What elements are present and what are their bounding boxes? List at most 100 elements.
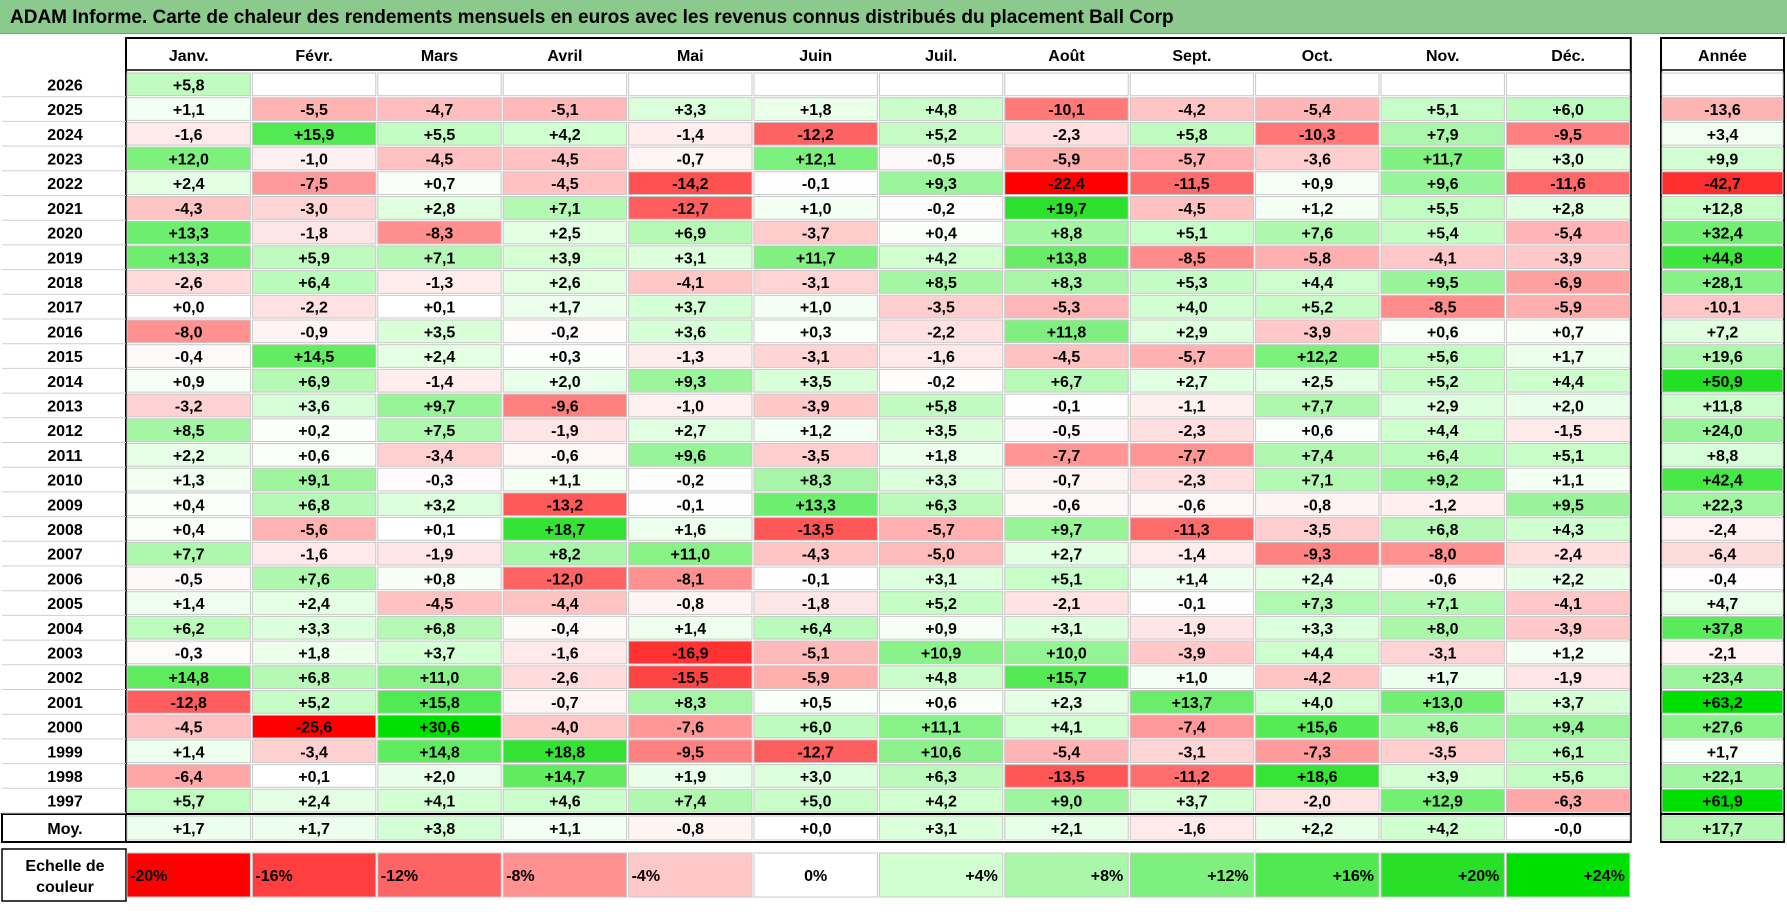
heatmap-cell [251,764,377,788]
scale-swatch [251,852,377,898]
heatmap-cell-value: +2,7 [1051,547,1083,564]
heatmap-cell-value: +11,8 [1047,324,1087,341]
heatmap-cell [628,739,753,764]
heatmap-cell-value: -5,0 [927,547,955,564]
heatmap-cell [878,220,1004,245]
heatmap-cell-value: -5,3 [1053,300,1081,317]
heatmap-cell [1129,517,1255,541]
heatmap-cell-value: -7,3 [1304,744,1332,761]
heatmap-cell [1004,270,1129,294]
heatmap-cell-value: +3,5 [800,374,832,391]
heatmap-cell [377,245,502,270]
heatmap-cell [628,220,753,245]
heatmap-cell-value: -3,2 [175,398,203,415]
heatmap-cell-value: -5,1 [551,102,579,119]
heatmap-cell-value: +8,6 [1427,720,1459,737]
average-cell-value: +0,0 [800,821,832,838]
average-cell [502,815,628,841]
heatmap-cell-value: +7,4 [1302,448,1334,465]
heatmap-cell-value: +8,5 [173,423,205,440]
month-header: Févr. [295,48,332,65]
heatmap-cell-value: +9,1 [298,473,330,490]
heatmap-cell-value: +5,9 [298,250,330,267]
heatmap-cell [753,640,878,665]
month-grid-frame [125,37,1632,843]
heatmap-cell-value: +0,7 [1552,324,1584,341]
heatmap-cell-value: -13,2 [547,497,584,514]
report-title: ADAM Informe. Carte de chaleur des rende… [10,7,1174,28]
heatmap-cell-value: +5,2 [925,596,957,613]
heatmap-cell [878,492,1004,517]
heatmap-cell-value: -0,9 [300,324,328,341]
heatmap-cell [628,171,753,196]
heatmap-cell [126,615,251,640]
heatmap-cell-value: +2,9 [1427,398,1459,415]
heatmap-cell-value: -1,9 [1554,670,1582,687]
heatmap-cell-value: +3,0 [1552,151,1584,168]
heatmap-cell-value: -9,5 [677,744,705,761]
annual-cell [1661,121,1784,146]
heatmap-cell [1380,220,1505,245]
heatmap-cell-value: +5,2 [925,127,957,144]
heatmap-cell-value: -12,2 [797,127,834,144]
row-year-label: 1997 [47,794,83,811]
heatmap-cell [377,665,502,689]
heatmap-cell [1255,492,1380,517]
heatmap-cell-value: -0,6 [1053,497,1081,514]
heatmap-cell [878,443,1004,467]
heatmap-cell [1380,714,1505,739]
heatmap-cell-value: +12,2 [1297,349,1338,366]
heatmap-cell [628,517,753,541]
average-cell [126,815,251,841]
heatmap-cell [753,443,878,467]
heatmap-cell [502,492,628,517]
heatmap-cell-value: -3,4 [426,448,454,465]
heatmap-cell-value: +5,1 [1427,102,1459,119]
heatmap-cell [1380,541,1505,566]
heatmap-cell [1004,517,1129,541]
heatmap-cell [377,541,502,566]
annual-cell-value: +28,1 [1702,275,1743,292]
heatmap-cell [1380,294,1505,319]
heatmap-cell-value: +7,7 [173,547,205,564]
heatmap-cell-value: -0,6 [551,448,579,465]
heatmap-cell-value: -1,2 [1429,497,1457,514]
heatmap-cell-value: +6,9 [675,226,707,243]
heatmap-cell-value: -1,4 [426,374,454,391]
heatmap-cell-value: +1,2 [1552,645,1584,662]
heatmap-cell [377,764,502,788]
heatmap-cell-value: +8,0 [1427,621,1459,638]
heatmap-cell [251,665,377,689]
heatmap-cell-value: +6,8 [298,497,330,514]
heatmap-cell [251,344,377,368]
heatmap-cell-value: -5,9 [1554,300,1582,317]
heatmap-cell-value: -8,5 [1178,250,1206,267]
heatmap-cell [878,566,1004,591]
heatmap-cell-value: -0,1 [1053,398,1081,415]
heatmap-cell [377,344,502,368]
heatmap-cell-value: +30,6 [419,720,460,737]
heatmap-cell [1255,319,1380,344]
heatmap-cell-value: -1,4 [677,127,705,144]
heatmap-cell [1004,566,1129,591]
heatmap-cell-value: +13,3 [168,250,209,267]
heatmap-cell-value: +13,7 [1172,695,1213,712]
heatmap-cell-value: +12,1 [795,151,836,168]
heatmap-cell [628,690,753,714]
heatmap-cell-value: +6,8 [424,621,456,638]
heatmap-cell-value: +3,9 [549,250,581,267]
average-cell-value: +1,1 [549,821,581,838]
heatmap-cell-value: +4,3 [1552,522,1584,539]
heatmap-cell-value: +11,0 [670,547,710,564]
heatmap-cell [1380,443,1505,467]
heatmap-cell [1004,492,1129,517]
row-year-label: 2012 [47,423,83,440]
annual-cell-value: +9,9 [1707,151,1739,168]
heatmap-cell [878,270,1004,294]
annual-cell [1661,443,1784,467]
heatmap-cell-value: -9,6 [551,398,579,415]
heatmap-cell-value: +15,9 [294,127,335,144]
heatmap-cell [753,220,878,245]
annual-cell-value: +61,9 [1702,794,1743,811]
annual-cell-value: -13,6 [1704,102,1741,119]
